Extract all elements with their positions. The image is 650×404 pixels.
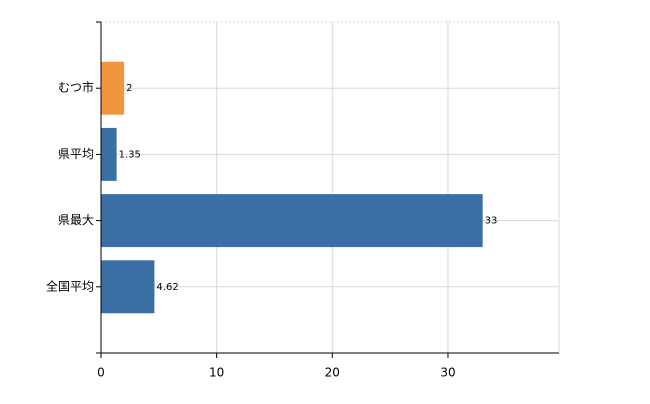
value-label: 2 [126,83,132,94]
x-tick-label: 0 [97,366,105,380]
y-tick-label: 県平均 [58,147,94,161]
value-label: 1.35 [119,149,141,160]
bar [101,194,483,248]
value-label: 4.62 [156,282,178,293]
bar [101,61,125,115]
value-label: 33 [485,216,498,227]
x-tick-label: 10 [209,366,224,380]
y-tick-label: むつ市 [58,80,94,95]
x-tick-label: 30 [440,366,455,380]
bar [101,127,117,181]
bar [101,260,155,314]
x-tick-label: 20 [325,366,340,380]
y-tick-label: 全国平均 [46,278,94,293]
y-tick-label: 県最大 [58,213,94,227]
